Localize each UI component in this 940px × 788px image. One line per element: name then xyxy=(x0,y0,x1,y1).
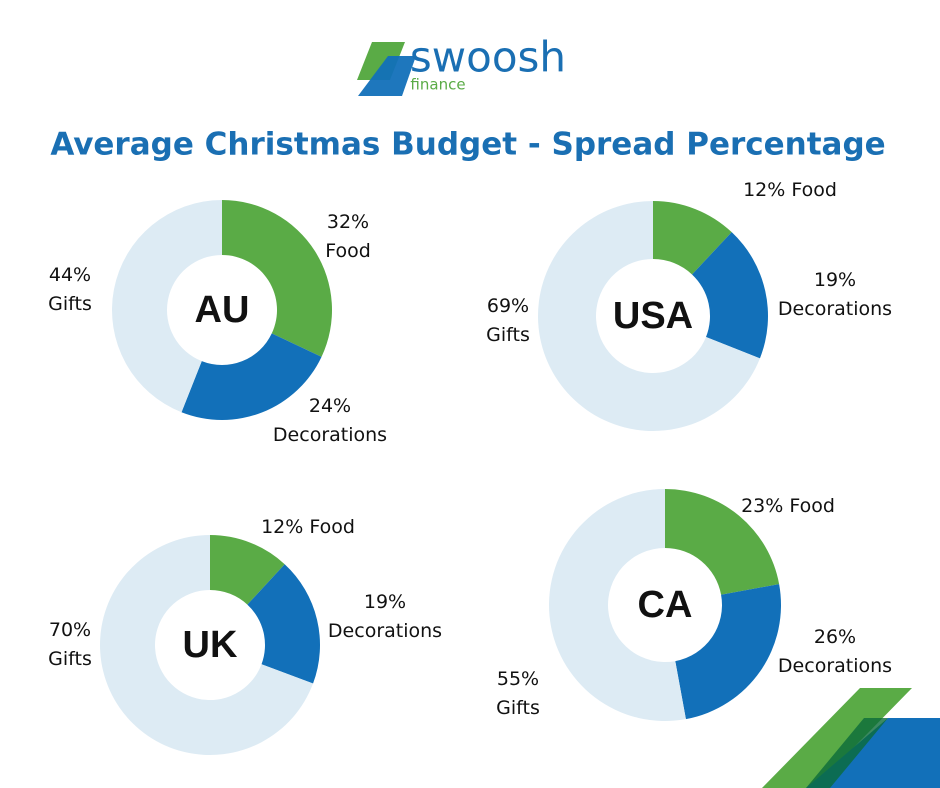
logo-subtext: finance xyxy=(410,76,465,94)
donut-slice xyxy=(111,200,222,413)
slice-value-label: 23% xyxy=(741,495,783,517)
slice-category-label: Food xyxy=(791,179,837,201)
slice-value-label: 19% xyxy=(364,591,406,613)
donut-chart: 32% Food 24% Decorations 44% Gifts AU xyxy=(48,200,387,446)
donut-chart: 23% Food 26% Decorations 55% Gifts CA xyxy=(496,489,892,721)
slice-label: 26% Decorations xyxy=(778,626,892,677)
donut-slice xyxy=(100,535,314,755)
logo-text: swoosh xyxy=(410,33,566,82)
donut-slice xyxy=(665,489,780,595)
slice-category-label: Decorations xyxy=(273,424,387,446)
slice-category-label: Gifts xyxy=(486,324,530,346)
chart-title: Average Christmas Budget - Spread Percen… xyxy=(50,127,885,163)
slice-value-label: 44% xyxy=(49,264,91,286)
slice-value-label: 12% xyxy=(743,179,785,201)
donut-chart: 12% Food 19% Decorations 70% Gifts UK xyxy=(48,516,442,755)
donut-slice xyxy=(247,564,320,684)
donut-center-label: USA xyxy=(613,295,693,337)
slice-category-label: Gifts xyxy=(48,648,92,670)
slice-value-label: 32% xyxy=(327,211,369,233)
donut-slice xyxy=(675,584,781,720)
slice-label: 69% Gifts xyxy=(486,295,530,346)
slice-value-label: 26% xyxy=(814,626,856,648)
slice-category-label: Decorations xyxy=(778,655,892,677)
donut-slice xyxy=(181,333,322,420)
slice-category-label: Food xyxy=(325,240,371,262)
slice-value-label: 69% xyxy=(487,295,529,317)
slice-category-label: Gifts xyxy=(48,293,92,315)
donut-slice xyxy=(222,200,332,357)
slice-label: 70% Gifts xyxy=(48,619,92,670)
donut-center-label: CA xyxy=(638,584,693,626)
slice-value-label: 19% xyxy=(814,269,856,291)
corner-decoration xyxy=(762,688,940,788)
slice-category-label: Food xyxy=(789,495,835,517)
slice-label: 19% Decorations xyxy=(778,269,892,320)
slice-value-label: 55% xyxy=(497,668,539,690)
donut-slice xyxy=(549,489,686,721)
slice-label: 23% Food xyxy=(741,495,835,517)
slice-label: 32% Food xyxy=(325,211,371,262)
donut-slice xyxy=(653,201,732,275)
slice-value-label: 70% xyxy=(49,619,91,641)
slice-category-label: Decorations xyxy=(778,298,892,320)
slice-value-label: 24% xyxy=(309,395,351,417)
slice-label: 12% Food xyxy=(743,179,837,201)
slice-label: 19% Decorations xyxy=(328,591,442,642)
slice-category-label: Food xyxy=(309,516,355,538)
donut-slice xyxy=(537,201,760,431)
logo-mark xyxy=(357,42,416,96)
donut-chart: 12% Food 19% Decorations 69% Gifts USA xyxy=(486,179,892,431)
slice-category-label: Decorations xyxy=(328,620,442,642)
slice-label: 24% Decorations xyxy=(273,395,387,446)
slice-label: 44% Gifts xyxy=(48,264,92,315)
slice-label: 12% Food xyxy=(261,516,355,538)
donut-center-label: AU xyxy=(195,289,250,331)
donut-slice xyxy=(210,535,285,605)
slice-category-label: Gifts xyxy=(496,697,540,719)
slice-value-label: 12% xyxy=(261,516,303,538)
donut-slice xyxy=(692,232,768,359)
slice-label: 55% Gifts xyxy=(496,668,540,719)
donut-center-label: UK xyxy=(183,624,238,666)
